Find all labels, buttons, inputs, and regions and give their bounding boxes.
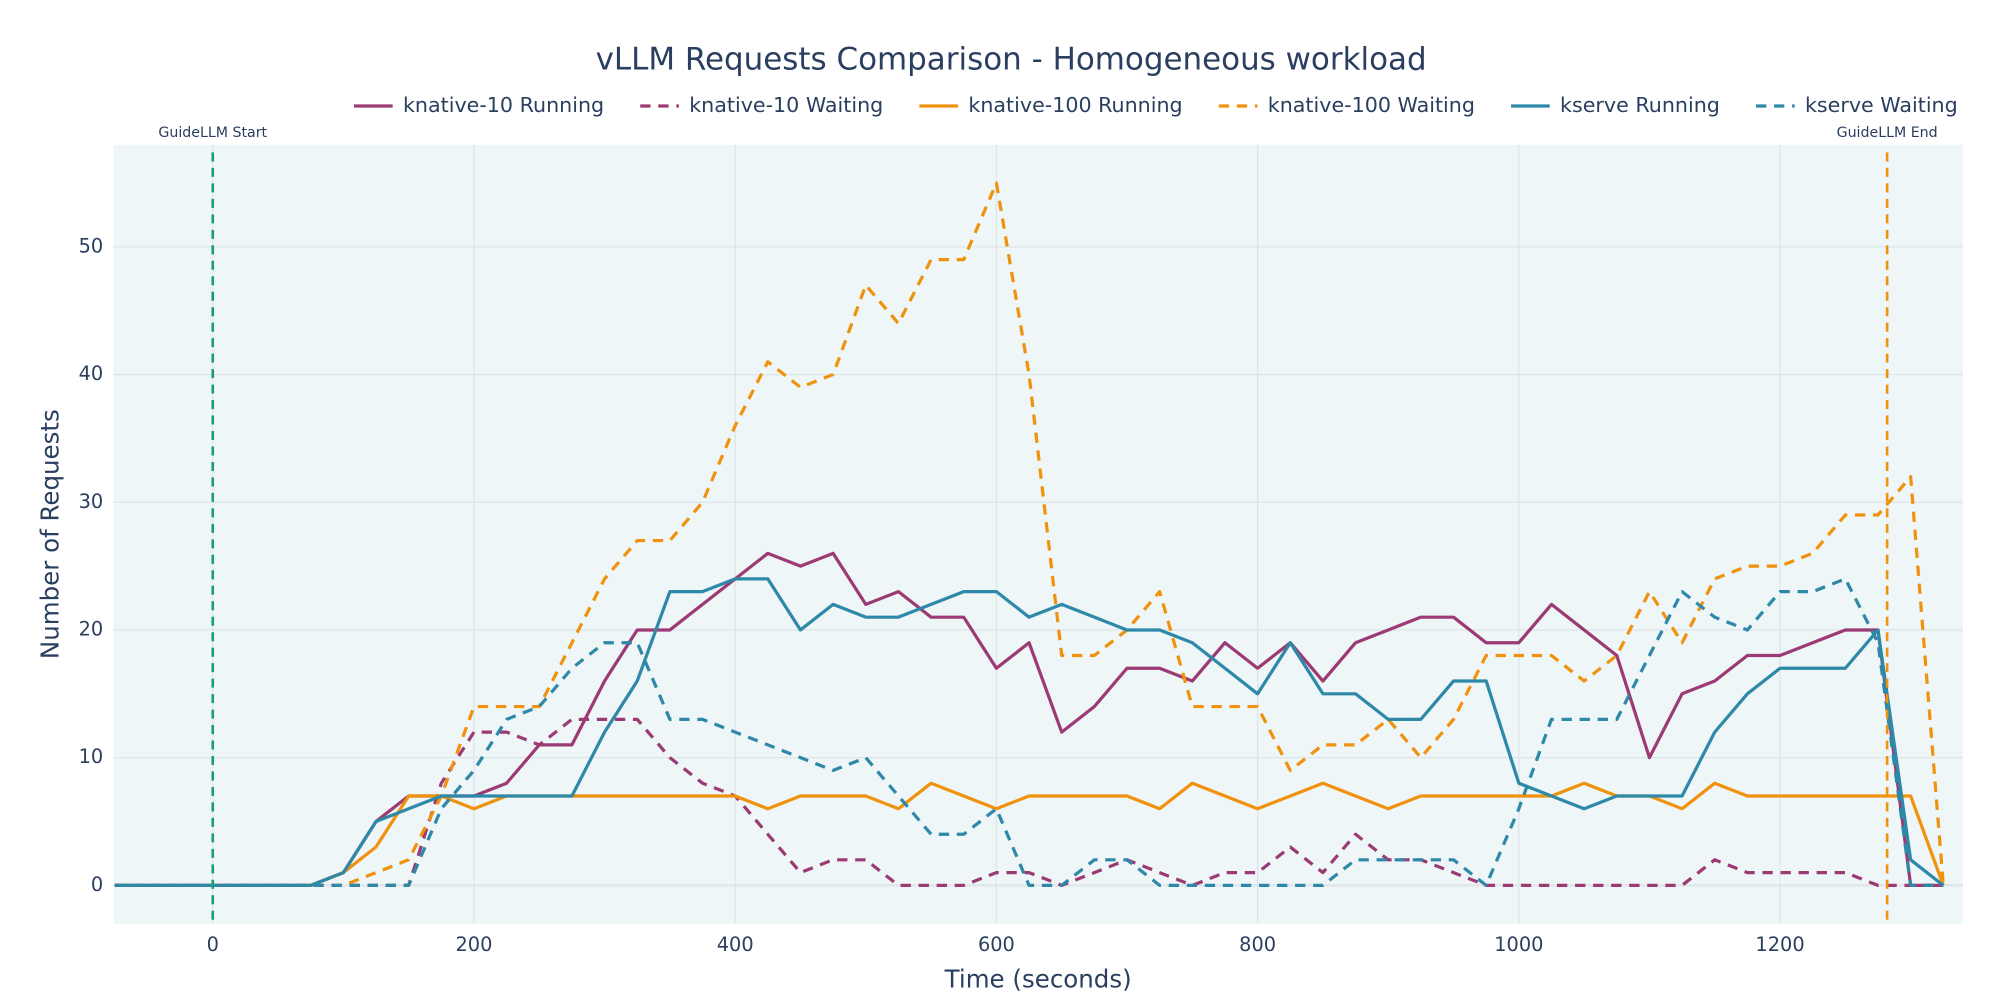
legend-item: knative-10 Waiting: [640, 93, 883, 117]
x-tick-label: 800: [1239, 933, 1276, 956]
x-tick-label: 600: [978, 933, 1015, 956]
plot-marks: [114, 152, 1945, 924]
legend-label: knative-10 Waiting: [689, 93, 883, 117]
grid: [113, 144, 1963, 924]
reference-label: GuideLLM End: [1837, 125, 1938, 141]
legend-label: knative-100 Running: [968, 93, 1182, 117]
y-tick-label: 30: [79, 490, 104, 513]
series-line: [114, 577, 1944, 887]
y-tick-label: 10: [79, 745, 104, 768]
x-tick-label: 0: [207, 933, 219, 956]
x-tick-label: 1000: [1494, 933, 1543, 956]
legend-label: kserve Running: [1560, 93, 1720, 117]
x-tick-label: 200: [456, 933, 493, 956]
series-line: [114, 577, 1945, 887]
legend-label: knative-10 Running: [403, 93, 604, 117]
legend-item: knative-10 Running: [353, 93, 604, 117]
y-axis-label: Number of Requests: [36, 409, 65, 659]
y-tick-label: 50: [79, 234, 104, 257]
legend-label: kserve Waiting: [1805, 93, 1958, 117]
legend-item: knative-100 Waiting: [1218, 93, 1475, 117]
x-tick-label: 400: [717, 933, 754, 956]
chart-title: vLLM Requests Comparison - Homogeneous w…: [596, 41, 1427, 77]
series-line: [114, 717, 1944, 887]
reference-label: GuideLLM Start: [158, 125, 267, 141]
y-tick-label: 40: [79, 362, 104, 385]
legend-item: knative-100 Running: [919, 93, 1183, 117]
legend: knative-10 Running knative-10 Waiting knat…: [353, 93, 1958, 117]
legend-label: knative-100 Waiting: [1268, 93, 1475, 117]
x-axis-label: Time (seconds): [944, 964, 1132, 993]
series-line: [114, 181, 1945, 887]
y-tick-label: 20: [79, 617, 104, 640]
plot-background: [113, 144, 1963, 924]
y-tick-label: 0: [91, 873, 103, 896]
x-tick-label: 1200: [1755, 933, 1804, 956]
legend-item: kserve Waiting: [1755, 93, 1958, 117]
legend-item: kserve Running: [1511, 93, 1720, 117]
